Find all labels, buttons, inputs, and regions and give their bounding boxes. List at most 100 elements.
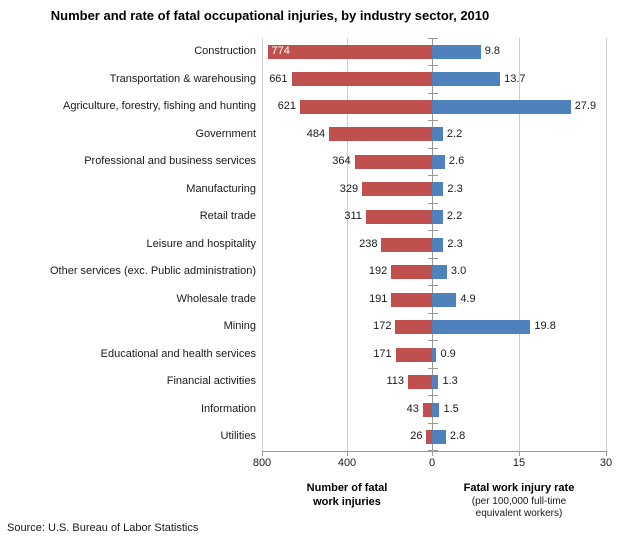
injuries-panel: 311 (262, 203, 432, 231)
rate-bar (432, 127, 443, 142)
injuries-value-label: 484 (306, 127, 326, 140)
rate-bar (432, 44, 481, 59)
injuries-value-label: 311 (344, 210, 362, 223)
category-axis-tick (427, 202, 438, 204)
rate-value-label: 2.3 (447, 237, 463, 250)
category-axis-tick (427, 37, 438, 39)
x-axis-tick (519, 452, 520, 456)
category-label: Manufacturing (186, 182, 256, 195)
bar-row: Information 43 1.5 (0, 396, 623, 424)
left-axis-title-line1: Number of fatal (306, 482, 388, 494)
rate-panel: 2.3 (432, 231, 623, 259)
right-axis-title-text: Fatal work injury rate (463, 482, 575, 494)
category-label: Transportation & warehousing (109, 72, 256, 85)
rate-bar (432, 237, 444, 252)
category-axis-tick (427, 422, 438, 424)
gridline (347, 38, 348, 451)
injuries-bar (391, 265, 432, 280)
x-axis-tick-label: 0 (428, 457, 436, 469)
bar-row: Utilities 26 2.8 (0, 423, 623, 451)
category-axis-tick (427, 230, 438, 232)
injuries-value-label: 171 (373, 347, 392, 360)
left-axis-title: Number of fatal work injuries (262, 482, 432, 509)
category-label: Government (195, 127, 256, 140)
rate-bar (432, 182, 444, 197)
rate-panel: 2.8 (432, 423, 623, 451)
bar-row: Educational and health services 171 0.9 (0, 341, 623, 369)
injuries-value-label: 621 (277, 100, 297, 113)
injuries-bar (354, 154, 432, 169)
rate-bar (432, 320, 531, 335)
x-axis-tick (606, 452, 607, 456)
bar-row: Professional and business services 364 2.6 (0, 148, 623, 176)
bar-rows-container: Construction 774 9.8 Transportation & wareh… (0, 38, 623, 451)
left-axis-title-line2: work injuries (313, 495, 381, 508)
bar-row: Financial activities 113 1.3 (0, 368, 623, 396)
injuries-bar (329, 127, 432, 142)
injuries-bar (395, 320, 432, 335)
injuries-bar (381, 237, 432, 252)
right-axis-subtitle-line1: (per 100,000 full-time (471, 495, 567, 507)
injuries-bar (408, 375, 432, 390)
category-label: Wholesale trade (176, 292, 257, 305)
x-axis-line: 800 400 0 15 30 (253, 451, 612, 469)
category-axis-tick (427, 65, 438, 67)
rate-value-label: 19.8 (534, 320, 556, 333)
category-label: Other services (exc. Public administrati… (49, 265, 256, 278)
rate-panel: 2.6 (432, 148, 623, 176)
injuries-value-label: 364 (332, 155, 351, 168)
category-label: Mining (223, 320, 256, 333)
source-note: Source: U.S. Bureau of Labor Statistics (7, 522, 199, 534)
injuries-value-label: 661 (269, 72, 288, 85)
injuries-panel: 774 (262, 38, 432, 66)
rate-value-label: 3.0 (450, 265, 467, 278)
rate-value-label: 1.3 (442, 375, 458, 388)
category-axis-tick (427, 450, 438, 452)
x-axis-tick-label: 15 (512, 457, 526, 469)
injuries-bar (300, 99, 432, 114)
injuries-bar (395, 347, 432, 362)
bar-row: Transportation & warehousing 661 13.7 (0, 66, 623, 94)
category-label: Utilities (220, 430, 256, 443)
bar-row: Manufacturing 329 2.3 (0, 176, 623, 204)
rate-panel: 19.8 (432, 313, 623, 341)
rate-panel: 2.2 (432, 203, 623, 231)
injuries-bar (391, 292, 432, 307)
category-axis-tick (427, 120, 438, 122)
rate-panel: 13.7 (432, 66, 623, 94)
chart-title: Number and rate of fatal occupational in… (50, 8, 490, 23)
injuries-bar (365, 209, 432, 224)
injuries-bar (267, 44, 432, 59)
category-axis-tick (427, 312, 438, 314)
injuries-value-label: 113 (386, 375, 404, 388)
category-label: Agriculture, forestry, fishing and hunti… (62, 100, 256, 113)
bar-row: Retail trade 311 2.2 (0, 203, 623, 231)
injuries-panel: 171 (262, 341, 432, 369)
injuries-panel: 113 (262, 368, 432, 396)
category-axis-tick (427, 285, 438, 287)
injuries-value-label: 43 (406, 402, 419, 415)
injuries-value-label: 329 (339, 182, 359, 195)
injuries-bar (426, 430, 432, 445)
injuries-panel: 364 (262, 148, 432, 176)
category-axis-tick (427, 367, 438, 369)
right-axis-subtitle-line2: equivalent workers) (475, 508, 563, 519)
injuries-panel: 172 (262, 313, 432, 341)
rate-value-label: 2.2 (446, 127, 463, 140)
injuries-panel: 26 (262, 423, 432, 451)
rate-panel: 1.5 (432, 396, 623, 424)
x-axis-tick (262, 452, 263, 456)
rate-bar (432, 292, 457, 307)
rate-panel: 2.3 (432, 176, 623, 204)
category-label: Professional and business services (84, 155, 256, 168)
injuries-value-label: 191 (369, 292, 388, 305)
rate-value-label: 1.5 (443, 402, 459, 415)
category-label: Leisure and hospitality (146, 237, 256, 250)
gridline (519, 38, 520, 451)
x-axis-tick-label: 800 (252, 457, 272, 469)
category-axis-tick (427, 175, 438, 177)
rate-value-label: 2.2 (446, 210, 463, 223)
rate-value-label: 4.9 (460, 292, 476, 305)
x-axis-tick (432, 452, 433, 456)
bar-row: Construction 774 9.8 (0, 38, 623, 66)
